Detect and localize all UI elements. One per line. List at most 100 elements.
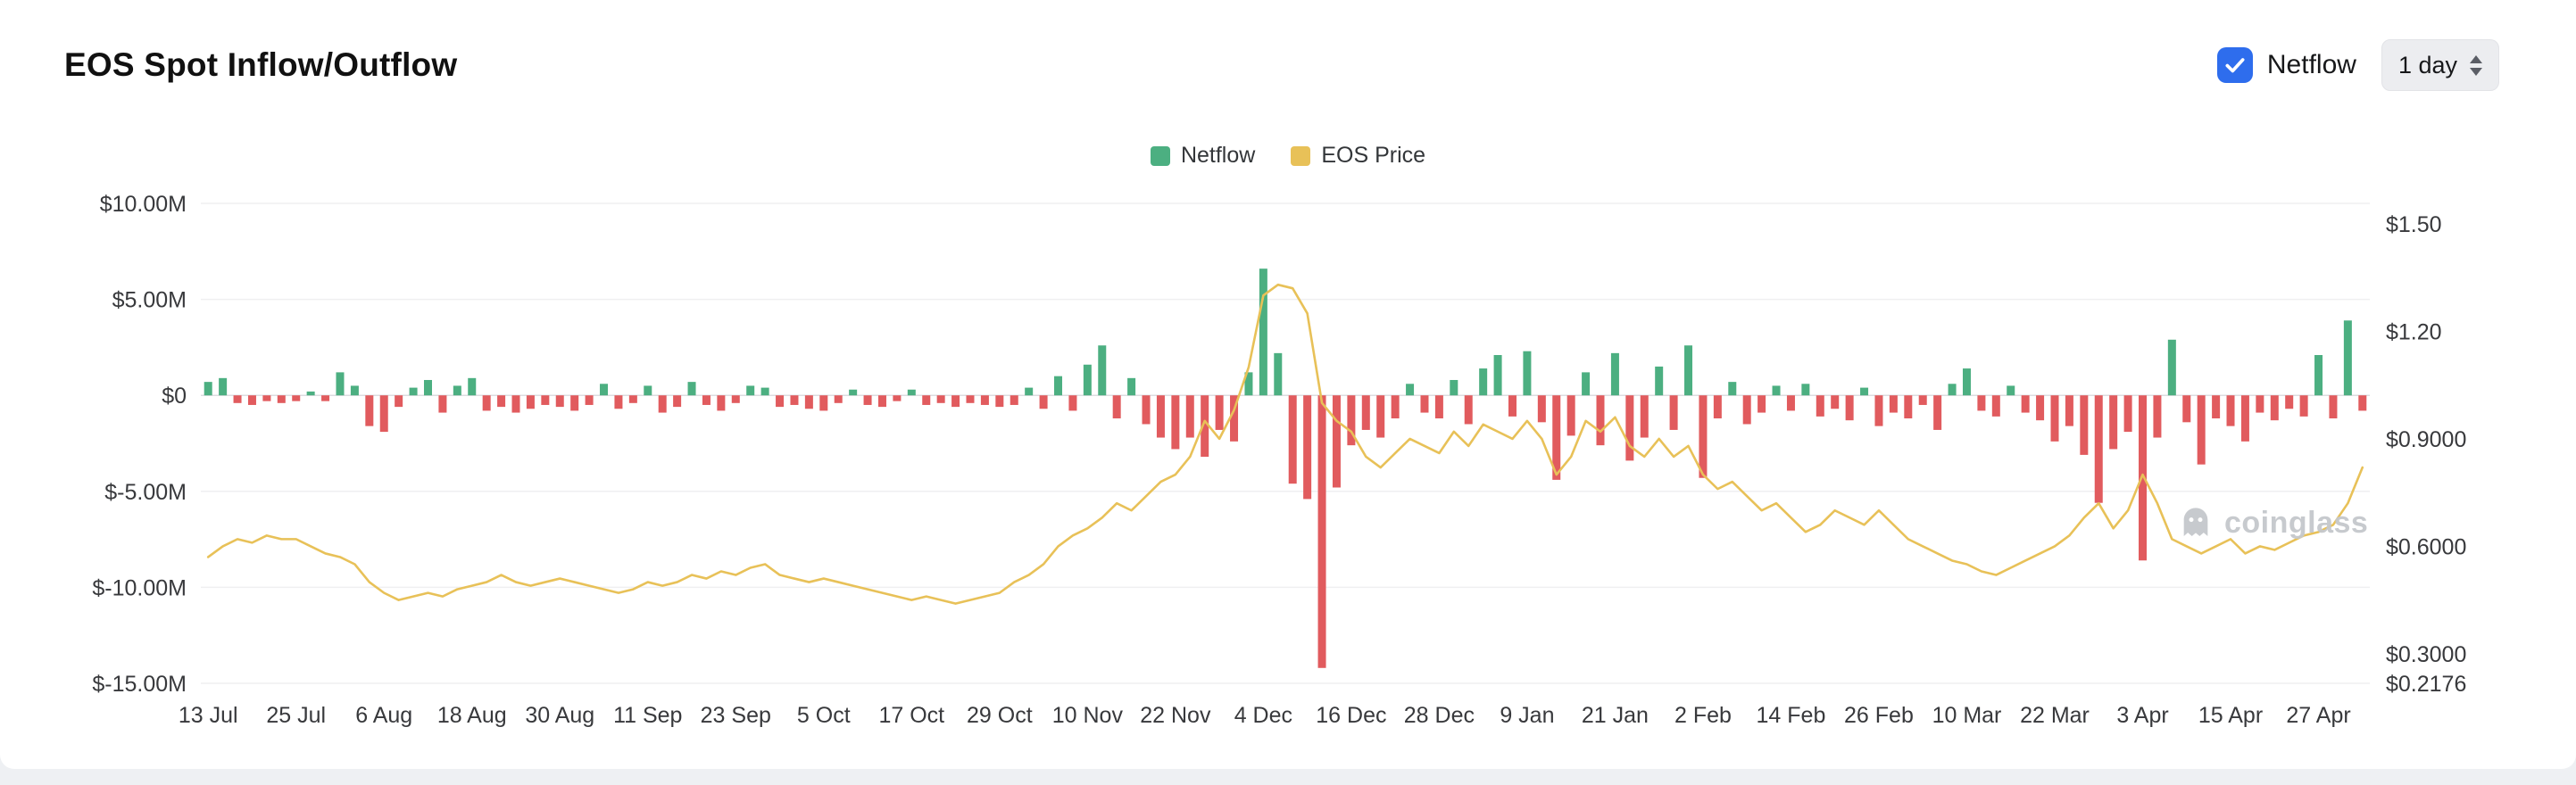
netflow-bar[interactable] — [1288, 395, 1297, 484]
netflow-bar[interactable] — [1083, 364, 1092, 396]
netflow-bar[interactable] — [877, 395, 886, 408]
netflow-bar[interactable] — [2109, 395, 2118, 450]
netflow-bar[interactable] — [1361, 395, 1370, 430]
netflow-bar[interactable] — [1874, 395, 1883, 426]
netflow-bar[interactable] — [1523, 351, 1532, 396]
netflow-bar[interactable] — [526, 395, 535, 409]
legend-item-netflow[interactable]: Netflow — [1150, 143, 1255, 169]
netflow-bar[interactable] — [717, 395, 726, 411]
netflow-bar[interactable] — [2036, 395, 2045, 421]
netflow-bar[interactable] — [365, 395, 374, 426]
netflow-bar[interactable] — [570, 395, 579, 411]
netflow-bar[interactable] — [1391, 395, 1400, 419]
netflow-bar[interactable] — [1274, 352, 1283, 396]
netflow-bar[interactable] — [702, 395, 710, 405]
netflow-bar[interactable] — [1889, 395, 1898, 413]
netflow-bar[interactable] — [2123, 395, 2132, 433]
netflow-bar[interactable] — [1757, 395, 1766, 413]
netflow-bar[interactable] — [1010, 395, 1018, 405]
netflow-bar[interactable] — [644, 385, 652, 396]
netflow-bar[interactable] — [1376, 395, 1385, 438]
netflow-bar[interactable] — [1977, 395, 1986, 411]
netflow-bar[interactable] — [907, 389, 916, 396]
netflow-bar[interactable] — [1068, 395, 1077, 411]
netflow-bar[interactable] — [995, 395, 1004, 408]
netflow-bar[interactable] — [2329, 395, 2338, 419]
netflow-bar[interactable] — [1434, 395, 1443, 419]
netflow-bar[interactable] — [2153, 395, 2162, 438]
netflow-bar[interactable] — [204, 382, 212, 396]
netflow-bar[interactable] — [1640, 395, 1649, 438]
netflow-bar[interactable] — [1230, 395, 1239, 442]
netflow-bar[interactable] — [1904, 395, 1913, 419]
netflow-bar[interactable] — [1772, 385, 1781, 396]
netflow-bar[interactable] — [1479, 368, 1488, 396]
netflow-bar[interactable] — [2094, 395, 2103, 503]
netflow-bar[interactable] — [262, 395, 271, 401]
netflow-bar[interactable] — [1127, 377, 1136, 396]
netflow-bar[interactable] — [1171, 395, 1180, 450]
netflow-bar[interactable] — [1244, 372, 1253, 396]
legend-item-eos-price[interactable]: EOS Price — [1291, 143, 1425, 169]
netflow-toggle[interactable]: Netflow — [2216, 47, 2356, 83]
netflow-bar[interactable] — [2197, 395, 2206, 465]
netflow-bar[interactable] — [2080, 395, 2089, 455]
netflow-bar[interactable] — [2167, 339, 2176, 396]
netflow-bar[interactable] — [790, 395, 799, 405]
netflow-checkbox[interactable] — [2216, 47, 2253, 83]
netflow-bar[interactable] — [497, 395, 506, 408]
netflow-bar[interactable] — [409, 387, 418, 396]
netflow-bar[interactable] — [2270, 395, 2279, 421]
netflow-bar[interactable] — [336, 372, 345, 396]
netflow-bar[interactable] — [1259, 269, 1267, 396]
netflow-bar[interactable] — [1054, 376, 1063, 396]
netflow-bar[interactable] — [951, 395, 960, 408]
netflow-bar[interactable] — [321, 395, 330, 401]
netflow-bar[interactable] — [936, 395, 945, 403]
netflow-bar[interactable] — [541, 395, 550, 405]
netflow-bar[interactable] — [1728, 382, 1737, 396]
netflow-bar[interactable] — [247, 395, 256, 405]
netflow-bar[interactable] — [980, 395, 989, 405]
netflow-bar[interactable] — [776, 395, 785, 408]
netflow-bar[interactable] — [1142, 395, 1151, 425]
netflow-bar[interactable] — [673, 395, 682, 408]
netflow-bar[interactable] — [2212, 395, 2221, 419]
netflow-bar[interactable] — [731, 395, 740, 403]
netflow-bar[interactable] — [2358, 395, 2367, 411]
netflow-bar[interactable] — [1655, 366, 1664, 396]
netflow-bar[interactable] — [819, 395, 828, 411]
netflow-bar[interactable] — [966, 395, 975, 403]
netflow-bar[interactable] — [849, 389, 858, 396]
netflow-bar[interactable] — [1831, 395, 1840, 409]
netflow-bar[interactable] — [2256, 395, 2264, 413]
netflow-bar[interactable] — [1625, 395, 1634, 461]
netflow-bar[interactable] — [687, 382, 696, 396]
netflow-bar[interactable] — [1582, 372, 1591, 396]
netflow-bar[interactable] — [600, 384, 609, 396]
netflow-bar[interactable] — [1406, 384, 1415, 396]
netflow-bar[interactable] — [1215, 395, 1224, 430]
netflow-bar[interactable] — [585, 395, 594, 405]
netflow-bar[interactable] — [1552, 395, 1561, 480]
netflow-bar[interactable] — [1098, 345, 1107, 396]
netflow-bar[interactable] — [628, 395, 637, 403]
netflow-bar[interactable] — [1025, 387, 1034, 396]
netflow-bar[interactable] — [1742, 395, 1751, 425]
netflow-bar[interactable] — [1493, 355, 1502, 396]
netflow-bar[interactable] — [482, 395, 491, 411]
netflow-bar[interactable] — [2285, 395, 2294, 409]
stepper-icon[interactable] — [2470, 54, 2482, 76]
netflow-bar[interactable] — [2021, 395, 2030, 413]
netflow-bar[interactable] — [1508, 395, 1517, 417]
netflow-bar[interactable] — [395, 395, 403, 408]
netflow-bar[interactable] — [1610, 352, 1619, 396]
netflow-bar[interactable] — [1347, 395, 1356, 446]
netflow-bar[interactable] — [1112, 395, 1121, 419]
netflow-bar[interactable] — [1537, 395, 1546, 423]
netflow-bar[interactable] — [1596, 395, 1605, 446]
netflow-bar[interactable] — [1332, 395, 1341, 488]
netflow-bar[interactable] — [1303, 395, 1312, 500]
netflow-bar[interactable] — [1713, 395, 1722, 419]
netflow-bar[interactable] — [233, 395, 242, 403]
